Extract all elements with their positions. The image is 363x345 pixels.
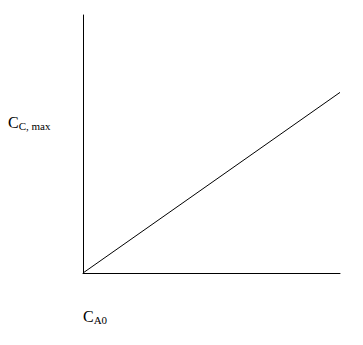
svg-text:C: C [83, 308, 94, 325]
svg-text:A0: A0 [94, 314, 108, 326]
svg-text:C, max: C, max [19, 120, 51, 132]
svg-text:C: C [8, 114, 19, 131]
